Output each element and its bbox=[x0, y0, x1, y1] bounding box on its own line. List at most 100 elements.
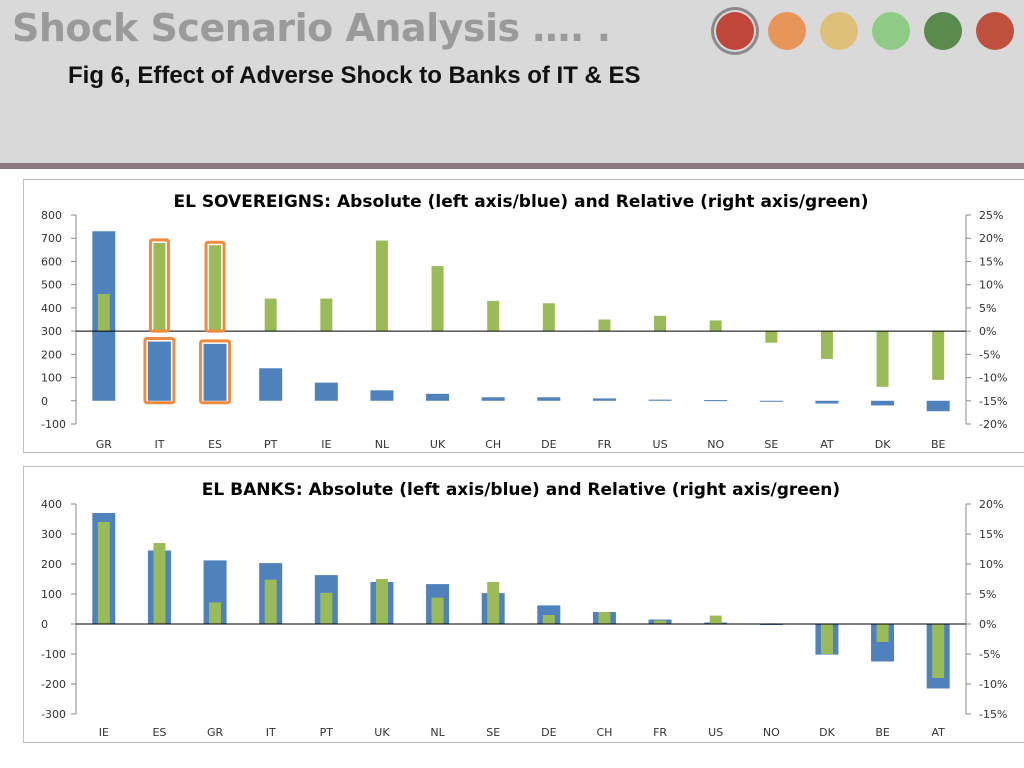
relative-bar-nl bbox=[431, 597, 444, 624]
right-axis-tick-label: 5% bbox=[979, 302, 996, 315]
relative-bar-ch bbox=[598, 612, 611, 624]
relative-bar-us bbox=[709, 615, 722, 624]
left-axis-tick-label: -100 bbox=[41, 418, 66, 431]
absolute-bar-nl bbox=[370, 390, 394, 401]
relative-bar-be bbox=[876, 624, 889, 642]
slide-nav-dots bbox=[0, 0, 1024, 60]
right-axis-tick-label: -5% bbox=[979, 348, 1000, 361]
right-axis-tick-label: -15% bbox=[979, 708, 1007, 721]
category-label-ie: IE bbox=[99, 726, 109, 739]
absolute-bar-us bbox=[648, 399, 672, 401]
relative-bar-pt bbox=[264, 298, 277, 332]
relative-bar-at bbox=[820, 331, 833, 359]
category-label-gr: GR bbox=[207, 726, 224, 739]
category-label-pt: PT bbox=[264, 438, 278, 451]
right-axis-tick-label: 25% bbox=[979, 209, 1003, 222]
left-axis-tick-label: -100 bbox=[41, 648, 66, 661]
right-axis-tick-label: -15% bbox=[979, 395, 1007, 408]
right-axis-tick-label: 15% bbox=[979, 255, 1003, 268]
right-axis-tick-label: -5% bbox=[979, 648, 1000, 661]
category-label-gr: GR bbox=[96, 438, 113, 451]
highlight-relative-it bbox=[148, 238, 170, 333]
highlight-relative-es bbox=[204, 240, 226, 333]
left-axis-tick-label: 0 bbox=[41, 395, 48, 408]
category-label-it: IT bbox=[154, 438, 164, 451]
category-label-ch: CH bbox=[596, 726, 612, 739]
left-axis-tick-label: 500 bbox=[41, 279, 62, 292]
left-axis-tick-label: 400 bbox=[41, 302, 62, 315]
left-axis-tick-label: 300 bbox=[41, 528, 62, 541]
highlight-absolute-es bbox=[199, 339, 232, 405]
relative-bar-ie bbox=[320, 298, 333, 332]
category-label-pt: PT bbox=[320, 726, 334, 739]
relative-bar-se bbox=[487, 582, 500, 624]
banks-chart: EL BANKS: Absolute (left axis/blue) and … bbox=[41, 480, 1007, 739]
nav-dot-5[interactable] bbox=[924, 12, 962, 50]
right-axis-tick-label: 20% bbox=[979, 232, 1003, 245]
category-label-no: NO bbox=[707, 438, 724, 451]
category-label-no: NO bbox=[763, 726, 780, 739]
absolute-bar-it bbox=[147, 341, 171, 401]
relative-bar-us bbox=[654, 315, 667, 332]
category-label-uk: UK bbox=[374, 726, 390, 739]
relative-bar-ch bbox=[487, 300, 500, 332]
right-axis-tick-label: 0% bbox=[979, 325, 996, 338]
chart-title: EL SOVEREIGNS: Absolute (left axis/blue)… bbox=[173, 192, 868, 212]
category-label-nl: NL bbox=[375, 438, 390, 451]
category-label-de: DE bbox=[541, 726, 556, 739]
slide-subtitle: Fig 6, Effect of Adverse Shock to Banks … bbox=[68, 62, 641, 89]
relative-bar-it bbox=[264, 579, 277, 624]
nav-dot-2[interactable] bbox=[768, 12, 806, 50]
relative-bar-dk bbox=[876, 331, 889, 387]
category-label-at: AT bbox=[820, 438, 834, 451]
category-label-us: US bbox=[708, 726, 723, 739]
left-axis-tick-label: 100 bbox=[41, 588, 62, 601]
nav-dot-3[interactable] bbox=[820, 12, 858, 50]
left-axis-tick-label: 200 bbox=[41, 348, 62, 361]
category-label-be: BE bbox=[931, 438, 946, 451]
left-axis-tick-label: 800 bbox=[41, 209, 62, 222]
sovereigns-chart: EL SOVEREIGNS: Absolute (left axis/blue)… bbox=[41, 192, 1007, 451]
nav-dot-1[interactable] bbox=[716, 12, 754, 50]
category-label-fr: FR bbox=[653, 726, 667, 739]
relative-bar-be bbox=[932, 331, 945, 380]
right-axis-tick-label: 0% bbox=[979, 618, 996, 631]
category-label-ie: IE bbox=[321, 438, 331, 451]
relative-bar-se bbox=[765, 331, 778, 343]
category-label-it: IT bbox=[266, 726, 276, 739]
nav-dot-6[interactable] bbox=[976, 12, 1014, 50]
category-label-es: ES bbox=[152, 726, 166, 739]
nav-dot-4[interactable] bbox=[872, 12, 910, 50]
absolute-bar-be bbox=[926, 400, 950, 412]
relative-bar-dk bbox=[820, 624, 833, 654]
category-label-uk: UK bbox=[430, 438, 446, 451]
right-axis-tick-label: -10% bbox=[979, 678, 1007, 691]
relative-bar-es bbox=[153, 543, 166, 624]
category-label-be: BE bbox=[875, 726, 890, 739]
relative-bar-de bbox=[542, 303, 555, 332]
right-axis-tick-label: 5% bbox=[979, 588, 996, 601]
left-axis-tick-label: -200 bbox=[41, 678, 66, 691]
left-axis-tick-label: 700 bbox=[41, 232, 62, 245]
category-label-dk: DK bbox=[875, 438, 891, 451]
category-label-at: AT bbox=[931, 726, 945, 739]
relative-bar-gr bbox=[209, 602, 222, 624]
absolute-bar-at bbox=[815, 400, 839, 404]
absolute-bar-pt bbox=[259, 368, 283, 401]
relative-bar-ie bbox=[97, 522, 110, 624]
absolute-bar-se bbox=[759, 400, 783, 402]
absolute-bar-uk bbox=[426, 393, 450, 401]
right-axis-tick-label: 20% bbox=[979, 498, 1003, 511]
left-axis-tick-label: 100 bbox=[41, 372, 62, 385]
relative-bar-at bbox=[932, 624, 945, 678]
relative-bar-no bbox=[709, 320, 722, 332]
chart-panel-sovereigns: EL SOVEREIGNS: Absolute (left axis/blue)… bbox=[23, 179, 1024, 453]
relative-bar-pt bbox=[320, 592, 333, 624]
left-axis-tick-label: -300 bbox=[41, 708, 66, 721]
left-axis-tick-label: 600 bbox=[41, 255, 62, 268]
header-divider bbox=[0, 163, 1024, 169]
category-label-es: ES bbox=[208, 438, 222, 451]
relative-bar-nl bbox=[375, 240, 388, 332]
relative-bar-fr bbox=[654, 620, 667, 624]
right-axis-tick-label: -20% bbox=[979, 418, 1007, 431]
